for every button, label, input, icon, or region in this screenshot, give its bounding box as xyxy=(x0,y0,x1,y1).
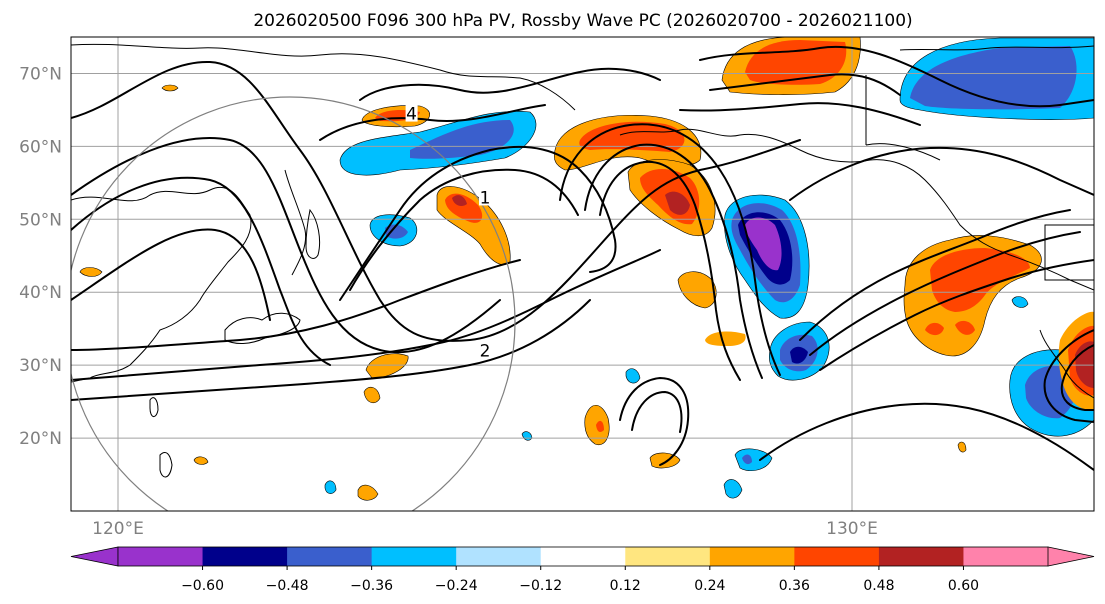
colorbar-extend-low xyxy=(70,546,119,567)
colorbar-segment xyxy=(456,547,542,566)
colorbar-tick-label: −0.12 xyxy=(519,578,562,594)
colorbar-tick-label: 0.60 xyxy=(948,578,979,594)
lat-tick-label: 20°N xyxy=(19,429,62,449)
colorbar-segment xyxy=(963,547,1049,566)
contour-label: 1 xyxy=(480,188,491,208)
contour-label-bg xyxy=(479,187,491,206)
colorbar-tick-label: −0.48 xyxy=(266,578,309,594)
colorbar-segment xyxy=(540,547,626,566)
colorbar: −0.60 −0.48 −0.36 −0.24 −0.12 0.12 0.24 0.36 0.4… xyxy=(70,546,1095,594)
lat-tick-label: 40°N xyxy=(19,283,62,303)
contour-label-bg xyxy=(405,103,418,122)
colorbar-segment xyxy=(287,547,373,566)
lat-tick-label: 60°N xyxy=(19,137,62,157)
contour-labels: 465145612354626436754351214 xyxy=(405,103,491,362)
latitude-labels: 70°N 60°N 50°N 40°N 30°N 20°N xyxy=(19,64,62,449)
colorbar-tick-label: −0.24 xyxy=(435,578,478,594)
chart-title: 2026020500 F096 300 hPa PV, Rossby Wave … xyxy=(253,11,912,31)
contour-label: 4 xyxy=(406,105,417,125)
colorbar-tick-label: 0.48 xyxy=(863,578,894,594)
colorbar-outline xyxy=(117,546,1049,567)
lat-tick-label: 30°N xyxy=(19,356,62,376)
pv-contours xyxy=(71,45,1094,471)
colorbar-tick-label: 0.36 xyxy=(779,578,810,594)
lon-tick-label: 120°E xyxy=(92,519,144,539)
colorbar-segment xyxy=(202,547,288,566)
lon-tick-label: 130°E xyxy=(826,519,878,539)
contour-label-bg xyxy=(479,340,491,359)
colorbar-tick-label: 0.24 xyxy=(694,578,725,594)
colorbar-segment xyxy=(794,547,880,566)
colorbar-tick-label: −0.60 xyxy=(181,578,224,594)
colorbar-tick-label: 0.12 xyxy=(610,578,641,594)
colorbar-extend-high xyxy=(1047,546,1095,567)
lat-tick-label: 70°N xyxy=(19,64,62,84)
colorbar-segment xyxy=(709,547,795,566)
colorbar-segment xyxy=(371,547,457,566)
map-frame xyxy=(70,36,1095,512)
lat-tick-label: 50°N xyxy=(19,210,62,230)
colorbar-segment xyxy=(878,547,964,566)
longitude-labels: 120°E130°E140°E150°E160°E170°E180°W170°W… xyxy=(92,519,878,539)
map-area: 465145612354626436754351214 xyxy=(71,37,1094,511)
region-circle xyxy=(71,96,516,511)
colorbar-tick-label: −0.36 xyxy=(350,578,393,594)
colorbar-segment xyxy=(118,547,204,566)
coastlines xyxy=(71,43,1094,478)
contour-label: 2 xyxy=(480,342,491,362)
colorbar-segment xyxy=(625,547,711,566)
